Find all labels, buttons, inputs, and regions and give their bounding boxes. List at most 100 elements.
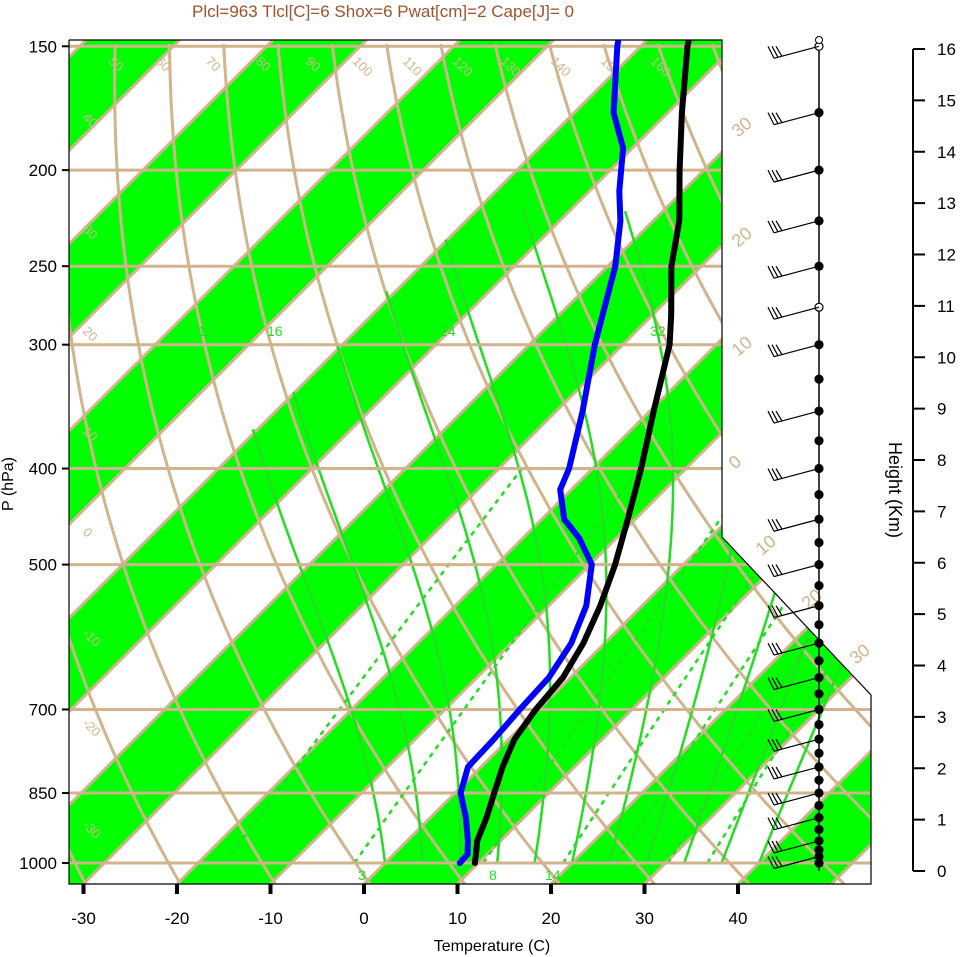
wind-barb-feather — [771, 605, 779, 617]
isotherm-band — [69, 40, 871, 884]
moist-adiabat — [608, 210, 675, 864]
temperature-tick-label: 0 — [359, 909, 368, 928]
wind-barb-feather — [767, 265, 775, 279]
wind-barb-feather — [767, 677, 775, 690]
wind-barb-shaft — [773, 344, 820, 358]
height-axis-title: Height (Km) — [885, 442, 905, 538]
dry-adiabat — [69, 43, 277, 884]
wind-barb-feather — [775, 265, 783, 277]
isotherm-line — [69, 40, 368, 884]
wind-barb-feather — [767, 605, 775, 618]
wind-barb-feather — [767, 792, 775, 806]
height-tick-label: 5 — [937, 605, 946, 624]
height-tick-label: 3 — [937, 708, 946, 727]
wind-barb-feather — [775, 738, 783, 750]
wind-barb-feather — [767, 46, 775, 59]
wind-level-dot — [814, 775, 824, 785]
isotherm-label: 110 — [400, 54, 425, 79]
wind-barb-feather — [767, 564, 775, 577]
isotherm-label: 70 — [203, 54, 224, 75]
moist-adiabat — [444, 239, 552, 864]
wind-barb-shaft — [773, 792, 820, 806]
chart-title: Plcl=963 Tlcl[C]=6 Shox=6 Pwat[cm]=2 Cap… — [192, 2, 574, 21]
wind-barb-feather — [775, 677, 783, 688]
wind-barb-feather — [771, 344, 779, 356]
isotherm-label: 100 — [350, 54, 376, 80]
height-tick-label: 8 — [937, 451, 946, 470]
mixing-ratio-label: 32 — [650, 323, 666, 339]
temperature-tick-label: 40 — [729, 909, 748, 928]
pressure-tick-label: 500 — [29, 556, 57, 575]
temperature-tick-label: -20 — [165, 909, 190, 928]
wind-barb-feather — [775, 169, 783, 181]
wind-barb-feather — [771, 468, 779, 480]
height-tick-label: 14 — [937, 143, 956, 162]
height-tick-label: 6 — [937, 554, 946, 573]
dry-adiabat-label: 0 — [725, 451, 746, 473]
height-tick-label: 12 — [937, 246, 956, 265]
height-tick-label: 4 — [937, 657, 946, 676]
wind-level-dot — [814, 689, 824, 699]
dry-adiabat — [656, 43, 871, 884]
wind-barb-feather — [771, 856, 779, 868]
y-axis-title: P (hPa) — [0, 457, 17, 511]
wind-barb-feather — [771, 265, 779, 278]
wind-level-dot — [814, 719, 824, 730]
wind-barb-feather — [775, 344, 783, 355]
height-tick-label: 10 — [937, 348, 956, 367]
isotherm-band — [69, 40, 367, 884]
dry-adiabat — [276, 43, 656, 884]
wind-barb-feather — [767, 468, 775, 481]
temperature-tick-label: -30 — [71, 909, 96, 928]
isotherm-line — [643, 40, 871, 884]
pressure-tick-label: 1000 — [19, 854, 57, 873]
isotherm-line — [69, 40, 649, 884]
dry-adiabat-label: 30 — [728, 113, 756, 141]
temperature-profile — [471, 40, 714, 866]
mixing-ratio-label: 3 — [358, 867, 366, 883]
wind-barb-feather — [775, 45, 783, 57]
wind-barb-feather — [775, 112, 783, 123]
height-tick-label: 2 — [937, 759, 946, 778]
wind-barb-feather — [771, 677, 779, 689]
wind-level-dot — [814, 490, 824, 500]
dry-adiabat — [69, 43, 182, 884]
temperature-tick-label: 30 — [635, 909, 654, 928]
wind-barb-feather — [767, 856, 775, 869]
pressure-tick-label: 400 — [29, 460, 57, 479]
mixing-ratio-label: 14 — [545, 867, 561, 883]
isotherm-line — [456, 40, 871, 884]
wind-barb-feather — [775, 766, 783, 778]
pressure-tick-label: 200 — [29, 161, 57, 180]
pressure-tick-label: 250 — [29, 257, 57, 276]
dry-adiabat — [330, 43, 751, 884]
wind-barb-feather — [775, 642, 783, 654]
dry-adiabat — [385, 43, 846, 884]
wind-barb-shaft — [773, 265, 820, 279]
wind-barb-feather — [767, 766, 775, 780]
wind-barb-feather — [775, 220, 783, 232]
temperature-tick-label: 20 — [542, 909, 561, 928]
height-tick-label: 15 — [937, 91, 956, 110]
wind-barb-shaft — [773, 45, 820, 59]
isotherm-line — [69, 40, 275, 884]
wind-barb-feather — [771, 642, 779, 655]
wind-barb-feather — [767, 518, 775, 532]
wind-barb-feather — [775, 856, 783, 867]
wind-barb-feather — [767, 306, 775, 320]
height-tick-label: 9 — [937, 400, 946, 419]
wind-barb-feather — [771, 112, 779, 124]
wind-barb-shaft — [773, 169, 820, 183]
height-tick-label: 7 — [937, 502, 946, 521]
wind-barb-feather — [775, 468, 783, 479]
isotherm-label: 0 — [80, 525, 96, 541]
wind-barb-feather — [775, 306, 783, 318]
wind-level-dot — [814, 436, 824, 446]
wind-barb-feather — [775, 518, 783, 530]
wind-barb-feather — [771, 46, 779, 58]
wind-level-dot — [814, 537, 824, 548]
temperature-axis: -30 -20 -10 0 10 20 30 40 — [71, 884, 747, 928]
isotherm-band — [69, 40, 554, 884]
